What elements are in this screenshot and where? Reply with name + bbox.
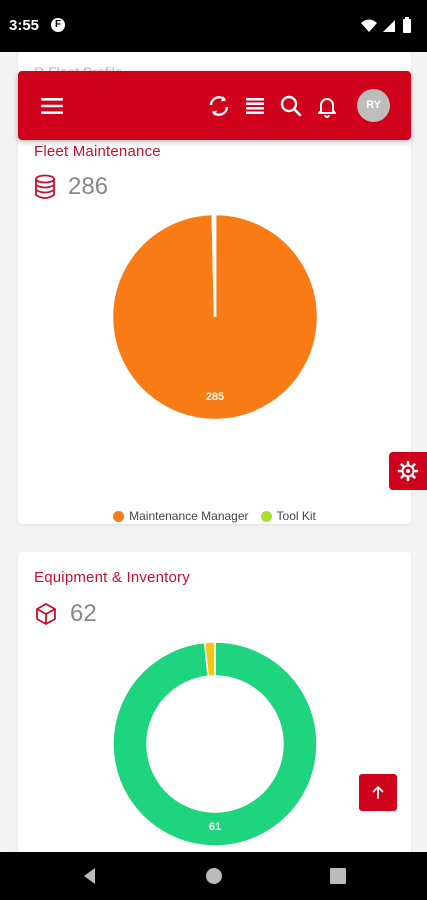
nav-back-button[interactable]	[80, 866, 100, 886]
fleet-legend: Maintenance Manager Tool Kit	[18, 509, 411, 523]
equipment-card-title: Equipment & Inventory	[34, 569, 190, 586]
app-header: RY	[18, 71, 411, 140]
legend-label-tool-kit: Tool Kit	[276, 509, 316, 523]
bell-icon	[318, 98, 336, 118]
recents-icon	[330, 868, 346, 884]
avatar[interactable]: RY	[357, 89, 390, 122]
legend-dot-maintenance-manager	[113, 510, 125, 522]
list-view-button[interactable]	[243, 94, 267, 118]
fleet-count-row: 286	[34, 173, 108, 201]
refresh-button[interactable]	[207, 94, 231, 118]
signal-icon: !	[383, 20, 395, 32]
search-icon	[280, 95, 302, 117]
fleet-card-title: Fleet Maintenance	[34, 143, 161, 160]
pie-slice-1[interactable]	[211, 212, 217, 318]
search-button[interactable]	[279, 94, 303, 118]
hamburger-icon	[41, 98, 63, 114]
equipment-count-row: 62	[34, 600, 97, 628]
legend-item-tool-kit[interactable]: Tool Kit	[260, 509, 316, 523]
refresh-icon	[209, 96, 229, 116]
database-icon	[35, 174, 55, 199]
equipment-count-value: 62	[70, 600, 97, 627]
legend-label-maintenance-manager: Maintenance Manager	[129, 509, 249, 523]
settings-side-button[interactable]	[389, 452, 427, 490]
menu-button[interactable]	[40, 94, 64, 118]
status-time: 3:55	[9, 17, 40, 34]
app-notification-icon: F	[51, 18, 65, 32]
equipment-inventory-card: Equipment & Inventory 62 61	[18, 552, 411, 872]
fleet-count-value: 286	[68, 173, 109, 200]
pie-data-label: 61	[209, 821, 221, 833]
pie-slice-1[interactable]	[203, 641, 216, 678]
status-icons: !	[359, 16, 419, 36]
legend-dot-tool-kit	[260, 510, 272, 522]
home-icon	[206, 868, 222, 884]
box-icon	[36, 603, 56, 625]
wifi-icon	[361, 19, 377, 32]
pie-data-label: 285	[206, 391, 224, 403]
back-icon	[84, 868, 95, 884]
fleet-maintenance-card: Fleet Maintenance 286 285 Maintenance Ma…	[18, 92, 411, 524]
status-bar: 3:55 F !	[0, 0, 427, 52]
pie-slice-0[interactable]	[112, 641, 318, 847]
system-nav-bar	[0, 852, 427, 900]
legend-item-maintenance-manager[interactable]: Maintenance Manager	[113, 509, 249, 523]
list-icon	[246, 98, 264, 114]
gear-icon	[397, 460, 419, 482]
nav-home-button[interactable]	[204, 866, 224, 886]
equipment-donut-chart: 61	[112, 641, 318, 847]
arrow-up-icon	[372, 786, 384, 799]
nav-recents-button[interactable]	[328, 866, 348, 886]
battery-icon	[403, 17, 411, 33]
scroll-to-top-button[interactable]	[359, 774, 397, 811]
fleet-pie-chart: 285	[110, 212, 320, 422]
notifications-button[interactable]	[315, 94, 339, 118]
svg-text:!: !	[388, 21, 390, 28]
